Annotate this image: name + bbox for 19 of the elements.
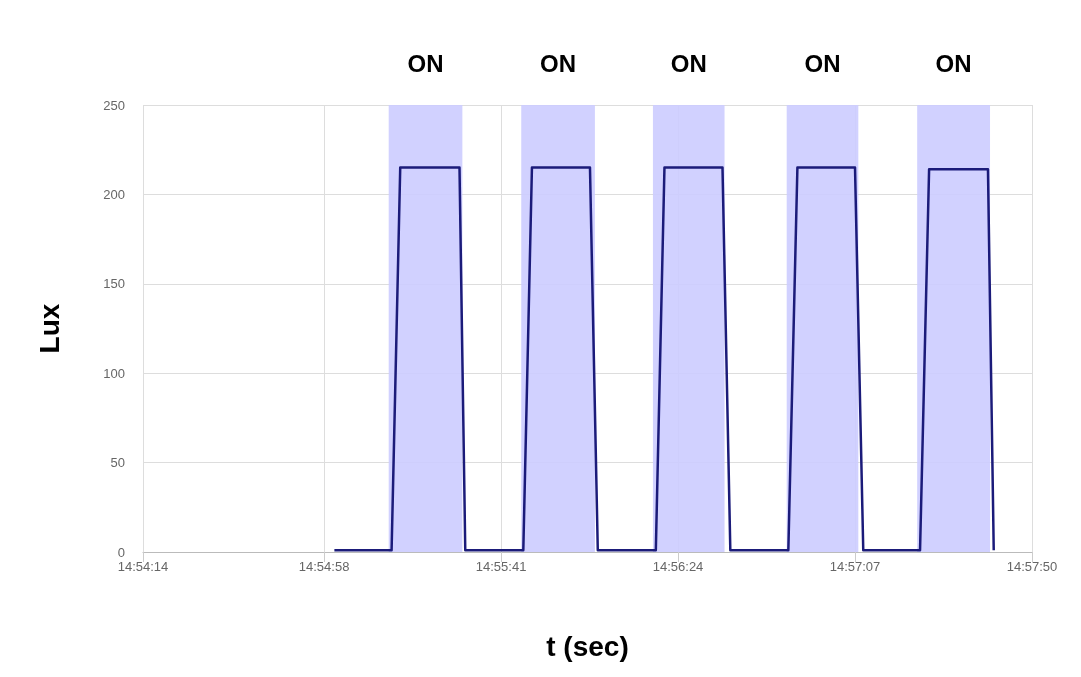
y-tick-label: 250 xyxy=(103,97,125,113)
band-label: ON xyxy=(804,49,841,77)
x-tick-label: 14:55:41 xyxy=(475,559,527,574)
x-tick-label: 14:54:58 xyxy=(298,559,350,574)
band-label: ON xyxy=(935,49,972,77)
y-tick-label: 200 xyxy=(103,186,125,202)
band-label: ON xyxy=(540,49,577,77)
y-tick-label: 0 xyxy=(117,544,125,560)
y-axis-title: Lux xyxy=(33,303,65,354)
x-tick-label: 14:57:07 xyxy=(829,559,881,574)
band-label: ON xyxy=(670,49,707,77)
y-tick-label: 50 xyxy=(110,455,125,471)
y-tick-label: 100 xyxy=(103,365,125,381)
x-tick-label: 14:54:14 xyxy=(117,559,169,574)
x-axis-title: t (sec) xyxy=(546,630,629,662)
y-tick-label: 150 xyxy=(103,276,125,292)
band-label: ON xyxy=(407,49,444,77)
x-tick-label: 14:57:50 xyxy=(1006,559,1058,574)
x-tick-label: 14:56:24 xyxy=(652,559,704,574)
